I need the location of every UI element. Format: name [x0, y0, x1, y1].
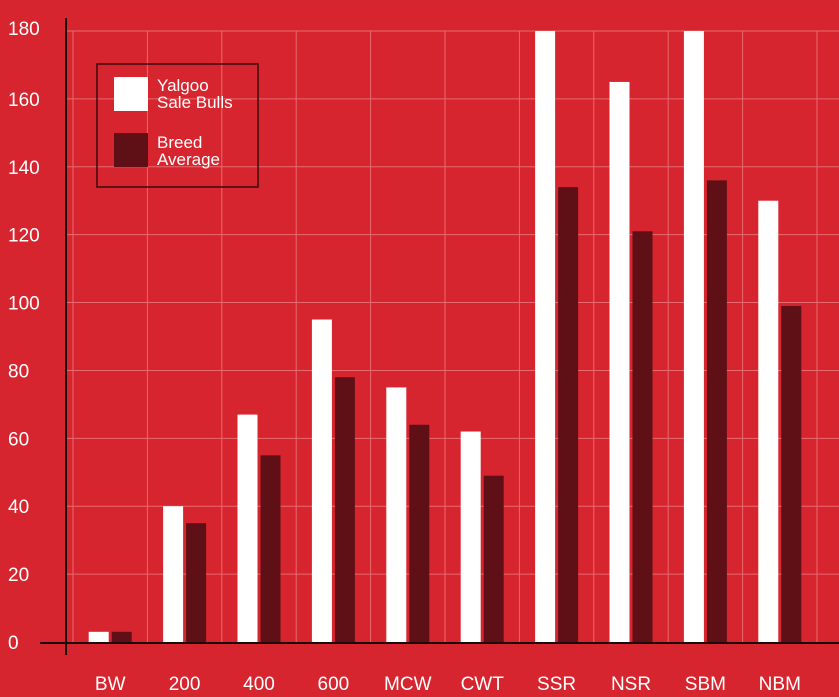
y-tick-label-180: 180 — [8, 19, 40, 40]
y-tick-label-80: 80 — [8, 361, 29, 382]
y-tick-labels: 0 20 40 60 80 100 120 140 160 180 — [8, 19, 40, 654]
legend-label-yalgoo-line1: Yalgoo — [157, 76, 209, 95]
y-tick-label-0: 0 — [8, 633, 19, 654]
y-tick-label-140: 140 — [8, 158, 40, 179]
legend-swatch-yalgoo — [114, 77, 148, 111]
bar-yalgoo-mcw — [386, 387, 407, 642]
x-tick-label-bw: BW — [95, 674, 126, 695]
x-tick-label-400: 400 — [243, 674, 275, 695]
y-tick-label-40: 40 — [8, 497, 29, 518]
legend-label-breed-line2: Average — [157, 150, 220, 169]
bar-yalgoo-ssr — [535, 31, 556, 642]
y-tick-label-120: 120 — [8, 226, 40, 247]
y-tick-label-60: 60 — [8, 429, 29, 450]
bar-breed-average-600 — [334, 377, 355, 642]
bar-yalgoo-nbm — [758, 200, 779, 642]
x-tick-label-200: 200 — [169, 674, 201, 695]
legend: Yalgoo Sale Bulls Breed Average — [96, 63, 259, 188]
bars — [88, 31, 802, 642]
x-tick-labels: BW 200 400 600 MCW CWT SSR NSR SBM NBM — [95, 674, 801, 695]
legend-label-breed-line1: Breed — [157, 133, 202, 152]
bar-breed-average-mcw — [409, 424, 430, 642]
bar-breed-average-nsr — [632, 231, 653, 642]
bar-yalgoo-cwt — [460, 431, 481, 642]
legend-box — [96, 63, 259, 188]
bar-breed-average-bw — [111, 631, 132, 642]
bar-breed-average-cwt — [483, 475, 504, 642]
gridlines — [66, 30, 839, 642]
bar-yalgoo-200 — [163, 506, 184, 642]
legend-label-yalgoo-line2: Sale Bulls — [157, 93, 233, 112]
bar-yalgoo-sbm — [683, 31, 704, 642]
bar-breed-average-200 — [186, 523, 207, 642]
bar-breed-average-400 — [260, 455, 281, 642]
y-tick-label-100: 100 — [8, 294, 40, 315]
x-tick-label-mcw: MCW — [384, 674, 432, 695]
legend-swatch-breed-average — [114, 133, 148, 167]
bar-breed-average-nbm — [781, 305, 802, 642]
axes — [40, 18, 839, 655]
y-tick-label-20: 20 — [8, 565, 29, 586]
bar-yalgoo-600 — [311, 319, 332, 642]
x-tick-label-sbm: SBM — [685, 674, 726, 695]
bar-yalgoo-400 — [237, 414, 258, 642]
x-tick-label-nsr: NSR — [611, 674, 651, 695]
x-tick-label-cwt: CWT — [461, 674, 505, 695]
y-tick-label-160: 160 — [8, 90, 40, 111]
x-tick-label-ssr: SSR — [537, 674, 576, 695]
bar-breed-average-ssr — [558, 187, 579, 642]
bar-breed-average-sbm — [706, 180, 727, 642]
x-tick-label-600: 600 — [318, 674, 350, 695]
x-tick-label-nbm: NBM — [759, 674, 801, 695]
bar-yalgoo-nsr — [609, 81, 630, 642]
bar-yalgoo-bw — [88, 631, 109, 642]
